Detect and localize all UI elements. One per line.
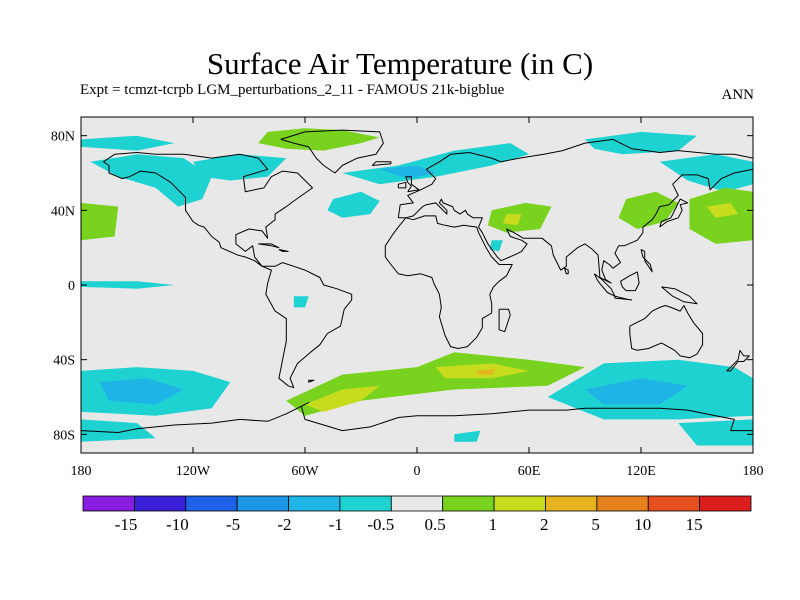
region-middle-east-core bbox=[502, 214, 522, 226]
region-southern-africa-warmest bbox=[476, 369, 496, 375]
lon-label: 180 bbox=[743, 464, 764, 479]
coastline-segment bbox=[397, 138, 753, 218]
colorbar-label: -2 bbox=[277, 515, 291, 534]
colorbar-label: 2 bbox=[540, 515, 549, 534]
region-arabia-cool bbox=[489, 240, 503, 252]
colorbar-label: 0.5 bbox=[424, 515, 445, 534]
coastline-segment bbox=[640, 249, 653, 273]
colorbar-swatch bbox=[236, 495, 289, 512]
colorbar-swatch bbox=[545, 495, 598, 512]
coastline-segment bbox=[258, 243, 280, 249]
region-antarctic-east-cool bbox=[678, 419, 753, 446]
region-antarctic-edge-cool bbox=[81, 419, 156, 442]
region-atlantic-mid-cool bbox=[327, 191, 380, 218]
coastlines bbox=[81, 129, 753, 433]
colorbar-label: 1 bbox=[489, 515, 498, 534]
coastline-segment bbox=[620, 271, 640, 292]
region-arctic-siberia-cool bbox=[585, 131, 697, 155]
colorbar-swatch bbox=[185, 495, 238, 512]
lat-label: 40N bbox=[51, 204, 75, 219]
season-label: ANN bbox=[721, 87, 755, 103]
coastline-segment bbox=[81, 402, 753, 433]
region-north-atlantic-cool-2 bbox=[379, 165, 436, 179]
colorbar-label: -5 bbox=[226, 515, 240, 534]
coastline-segment bbox=[371, 161, 392, 166]
colorbar-swatch bbox=[288, 495, 341, 512]
coastline-segment bbox=[280, 129, 384, 174]
colorbar-swatch bbox=[647, 495, 701, 512]
lon-label: 0 bbox=[414, 464, 421, 479]
region-north-pacific-east-cool bbox=[659, 154, 753, 192]
coastline-segment bbox=[398, 168, 753, 284]
region-southern-indian-cool-core bbox=[585, 378, 688, 405]
coastline-segment bbox=[661, 286, 698, 305]
region-west-atlantic-band bbox=[81, 135, 175, 151]
map-title: Surface Air Temperature (in C) bbox=[206, 46, 594, 81]
colorbar: -15 -10 -5 -2 -1 -0.5 0.5 1 2 5 10 15 bbox=[82, 495, 752, 534]
coastline-segment bbox=[405, 176, 420, 193]
colorbar-label: 5 bbox=[591, 515, 600, 534]
coastline-segment bbox=[726, 350, 750, 372]
colorbar-label: -0.5 bbox=[367, 515, 394, 534]
colorbar-swatch bbox=[390, 495, 444, 512]
coastline-segment bbox=[278, 249, 289, 252]
coastline-segment bbox=[629, 305, 704, 359]
coastline-segment bbox=[564, 267, 569, 275]
lat-label: 40S bbox=[53, 354, 75, 369]
coastline-segment bbox=[397, 181, 407, 189]
region-south-pacific-cool-core bbox=[99, 378, 184, 405]
experiment-subtitle: Expt = tcmzt-tcrpb LGM_perturbations_2_1… bbox=[80, 82, 505, 98]
colorbar-label: -10 bbox=[166, 515, 189, 534]
region-equatorial-pacific-cool bbox=[81, 281, 175, 289]
coastline-segment bbox=[384, 215, 513, 349]
lon-label: 60E bbox=[518, 464, 541, 479]
region-southern-atlantic-warm-core bbox=[305, 385, 380, 412]
colorbar-label: 15 bbox=[686, 515, 703, 534]
colorbar-swatch bbox=[82, 495, 135, 512]
colorbar-label: -1 bbox=[329, 515, 343, 534]
region-south-atlantic-cool bbox=[293, 296, 309, 308]
region-greenland-warm bbox=[258, 128, 380, 151]
colorbar-label: -15 bbox=[115, 515, 138, 534]
lat-label: 80S bbox=[53, 428, 75, 443]
region-canada-cool bbox=[193, 154, 287, 181]
lon-label: 180 bbox=[71, 464, 92, 479]
region-china-warm bbox=[618, 191, 679, 229]
coastline-segment bbox=[103, 152, 353, 389]
coastline-segment bbox=[498, 308, 511, 333]
lon-label: 120E bbox=[626, 464, 656, 479]
coastline-segment bbox=[308, 379, 315, 383]
region-ross-sea-cool bbox=[454, 430, 481, 442]
colorbar-swatch bbox=[442, 495, 495, 512]
lat-label: 0 bbox=[68, 279, 75, 294]
lon-label: 60W bbox=[291, 464, 319, 479]
colorbar-swatch bbox=[699, 495, 752, 512]
lat-label: 80N bbox=[51, 130, 75, 145]
colorbar-swatch bbox=[339, 495, 392, 512]
lon-label: 120W bbox=[176, 464, 211, 479]
region-north-pacific-warm-core bbox=[706, 202, 739, 218]
region-atlantic-west-edge-warm bbox=[81, 202, 119, 241]
coastline-segment bbox=[614, 295, 633, 301]
colorbar-swatch bbox=[133, 495, 187, 512]
axis-ticks: 80N 40N 0 40S 80S 180 120W 60W 0 60E 120E 180 bbox=[51, 117, 764, 479]
colorbar-swatch bbox=[493, 495, 546, 512]
colorbar-swatch bbox=[596, 495, 649, 512]
colorbar-label: 10 bbox=[634, 515, 651, 534]
coastline-segment bbox=[659, 198, 689, 228]
